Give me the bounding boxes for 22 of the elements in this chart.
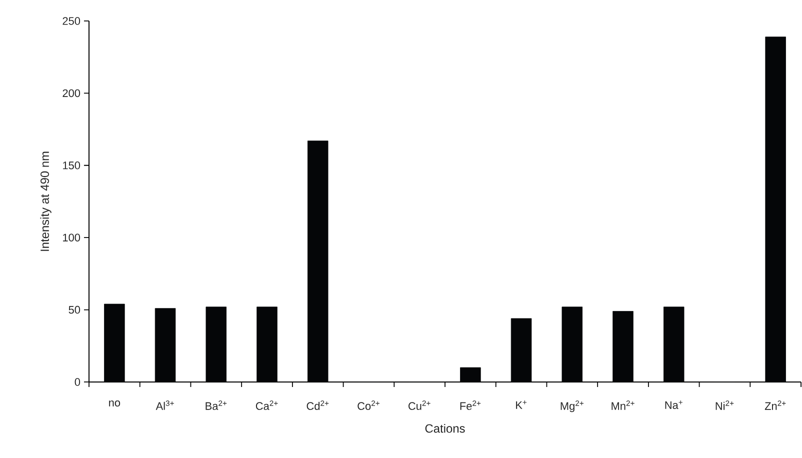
x-tick-label: Na$^{+}$ xyxy=(665,400,682,409)
x-tick-label: Co$^{2+}$ xyxy=(358,400,380,410)
x-tick-label: Cu$^{2+}$ xyxy=(408,400,430,410)
x-tick-label: Mn$^{2+}$ xyxy=(612,400,634,410)
x-tick-label: Al$^{3+}$ xyxy=(156,400,174,410)
x-axis-title: Cations xyxy=(425,424,465,433)
x-tick-label: Ca$^{2+}$ xyxy=(256,400,278,410)
x-tick-label: Mg$^{2+}$ xyxy=(560,400,584,412)
y-tick-label: 150 xyxy=(63,162,80,170)
x-tick-label: Zn$^{2+}$ xyxy=(764,400,786,410)
x-tick-label: Ba$^{2+}$ xyxy=(206,400,227,410)
x-tick-label: no xyxy=(109,400,120,407)
x-tick-label: K$^{+}$ xyxy=(516,400,527,409)
y-tick-label: 250 xyxy=(62,17,80,25)
x-tick-label: Ni$^{2+}$ xyxy=(716,400,734,410)
x-tick-label: Fe$^{2+}$ xyxy=(460,400,481,410)
y-axis-title: Intensity at 490 nm xyxy=(40,152,52,251)
y-tick-label: 0 xyxy=(74,378,80,386)
x-tick-label: Cd$^{2+}$ xyxy=(306,400,329,410)
y-tick-label: 200 xyxy=(62,89,80,98)
y-tick-label: 100 xyxy=(63,234,80,242)
y-tick-label: 50 xyxy=(68,306,80,314)
